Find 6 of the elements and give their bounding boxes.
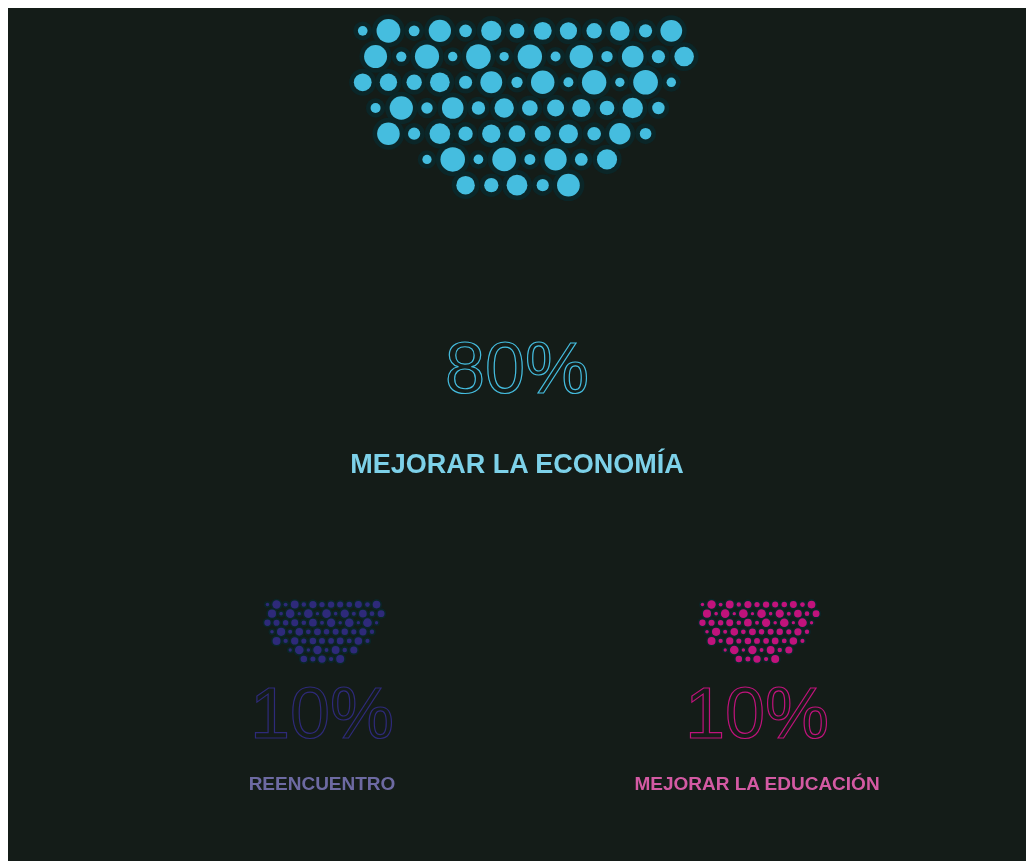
data-label: 80% [444,328,590,408]
category-label: MEJORAR LA ECONOMÍA [350,448,684,479]
data-label: 10% [684,673,830,753]
data-label: 10% [249,673,395,753]
category-label: REENCUENTRO [248,773,396,794]
category-label: MEJORAR LA EDUCACIÓN [634,773,880,794]
